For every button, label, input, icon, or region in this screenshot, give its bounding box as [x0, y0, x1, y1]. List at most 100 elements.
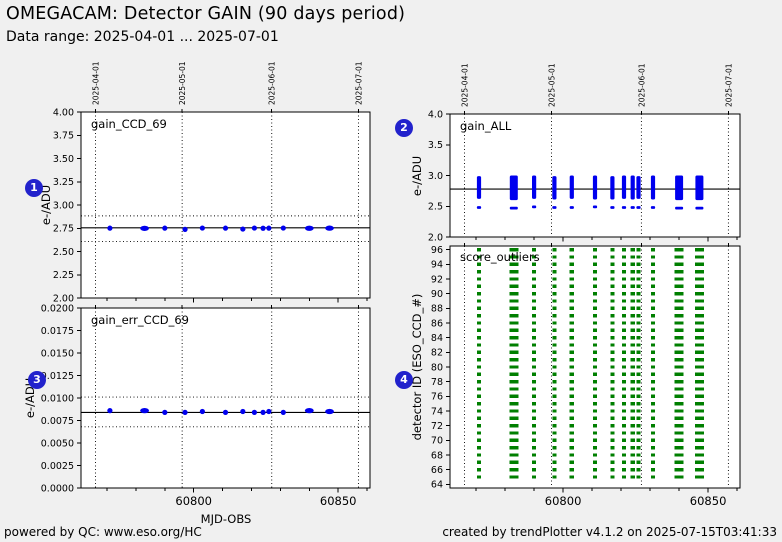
outlier-point[interactable]: [630, 206, 635, 209]
outlier-marker[interactable]: [592, 358, 598, 362]
data-stripe[interactable]: [621, 175, 627, 199]
outlier-marker[interactable]: [532, 475, 537, 479]
outlier-marker[interactable]: [532, 262, 537, 266]
outlier-marker[interactable]: [630, 299, 635, 303]
outlier-marker[interactable]: [610, 394, 615, 398]
outlier-marker[interactable]: [552, 284, 557, 288]
outlier-marker[interactable]: [509, 387, 519, 391]
outlier-marker[interactable]: [569, 424, 574, 428]
outlier-marker[interactable]: [630, 270, 635, 274]
outlier-marker[interactable]: [592, 314, 598, 318]
data-point[interactable]: [107, 408, 113, 414]
plot-gain-err-ccd-69[interactable]: 0.0200 0.0175 0.0150 0.0125 0.0100 0.0075 0.00…: [41, 303, 371, 508]
outlier-marker[interactable]: [532, 299, 537, 303]
outlier-marker[interactable]: [509, 431, 519, 435]
outlier-marker[interactable]: [610, 380, 615, 384]
outlier-marker[interactable]: [509, 416, 519, 420]
outlier-marker[interactable]: [610, 387, 615, 391]
outlier-marker[interactable]: [592, 453, 598, 457]
outlier-marker[interactable]: [694, 460, 704, 464]
outlier-marker[interactable]: [569, 468, 574, 472]
outlier-marker[interactable]: [630, 284, 635, 288]
outlier-marker[interactable]: [630, 387, 635, 391]
outlier-marker[interactable]: [650, 358, 656, 362]
outlier-marker[interactable]: [674, 475, 684, 479]
outlier-marker[interactable]: [552, 409, 557, 413]
outlier-marker[interactable]: [592, 475, 598, 479]
outlier-marker[interactable]: [532, 321, 537, 325]
outlier-marker[interactable]: [569, 372, 574, 376]
outlier-marker[interactable]: [532, 380, 537, 384]
outlier-marker[interactable]: [674, 402, 684, 406]
outlier-marker[interactable]: [621, 460, 627, 464]
outlier-point[interactable]: [650, 206, 656, 209]
outlier-marker[interactable]: [636, 416, 641, 420]
outlier-marker[interactable]: [569, 365, 574, 369]
data-point[interactable]: [304, 408, 314, 414]
outlier-marker[interactable]: [694, 372, 704, 376]
outlier-marker[interactable]: [630, 431, 635, 435]
outlier-marker[interactable]: [630, 409, 635, 413]
outlier-marker[interactable]: [552, 438, 557, 442]
data-point[interactable]: [266, 225, 272, 231]
outlier-marker[interactable]: [552, 321, 557, 325]
outlier-marker[interactable]: [552, 299, 557, 303]
outlier-marker[interactable]: [674, 350, 684, 354]
outlier-marker[interactable]: [592, 306, 598, 310]
outlier-marker[interactable]: [650, 431, 656, 435]
outlier-marker[interactable]: [650, 262, 656, 266]
outlier-marker[interactable]: [610, 431, 615, 435]
outlier-marker[interactable]: [552, 402, 557, 406]
plot-gain-all[interactable]: 2025-04-01 2025-05-01 2025-06-01 2025-07-01…: [428, 63, 741, 243]
outlier-marker[interactable]: [509, 314, 519, 318]
outlier-marker[interactable]: [552, 394, 557, 398]
outlier-marker[interactable]: [636, 475, 641, 479]
outlier-marker[interactable]: [569, 248, 574, 252]
data-stripe[interactable]: [476, 176, 482, 199]
outlier-marker[interactable]: [694, 424, 704, 428]
outlier-marker[interactable]: [621, 358, 627, 362]
outlier-marker[interactable]: [621, 446, 627, 450]
outlier-marker[interactable]: [509, 321, 519, 325]
outlier-marker[interactable]: [476, 328, 482, 332]
outlier-marker[interactable]: [569, 292, 574, 296]
outlier-marker[interactable]: [569, 460, 574, 464]
outlier-marker[interactable]: [552, 475, 557, 479]
outlier-marker[interactable]: [674, 365, 684, 369]
outlier-marker[interactable]: [476, 380, 482, 384]
outlier-marker[interactable]: [621, 438, 627, 442]
outlier-marker[interactable]: [552, 431, 557, 435]
outlier-marker[interactable]: [650, 321, 656, 325]
outlier-marker[interactable]: [650, 446, 656, 450]
outlier-marker[interactable]: [592, 431, 598, 435]
outlier-marker[interactable]: [509, 372, 519, 376]
outlier-marker[interactable]: [630, 365, 635, 369]
outlier-marker[interactable]: [610, 468, 615, 472]
outlier-marker[interactable]: [476, 387, 482, 391]
outlier-marker[interactable]: [636, 336, 641, 340]
data-point[interactable]: [280, 409, 286, 415]
outlier-marker[interactable]: [621, 321, 627, 325]
outlier-marker[interactable]: [630, 314, 635, 318]
data-point[interactable]: [240, 408, 246, 415]
outlier-marker[interactable]: [636, 402, 641, 406]
outlier-marker[interactable]: [592, 277, 598, 281]
outlier-point[interactable]: [532, 205, 537, 209]
outlier-marker[interactable]: [694, 387, 704, 391]
outlier-marker[interactable]: [630, 424, 635, 428]
outlier-marker[interactable]: [592, 438, 598, 442]
outlier-marker[interactable]: [636, 284, 641, 288]
outlier-marker[interactable]: [674, 438, 684, 442]
outlier-marker[interactable]: [694, 453, 704, 457]
outlier-marker[interactable]: [509, 284, 519, 288]
outlier-marker[interactable]: [621, 409, 627, 413]
outlier-marker[interactable]: [552, 453, 557, 457]
outlier-marker[interactable]: [621, 350, 627, 354]
outlier-marker[interactable]: [569, 343, 574, 347]
outlier-marker[interactable]: [610, 277, 615, 281]
outlier-marker[interactable]: [569, 431, 574, 435]
outlier-marker[interactable]: [592, 416, 598, 420]
data-series-gain_ALL[interactable]: [476, 175, 704, 210]
outlier-marker[interactable]: [509, 453, 519, 457]
outlier-marker[interactable]: [532, 314, 537, 318]
